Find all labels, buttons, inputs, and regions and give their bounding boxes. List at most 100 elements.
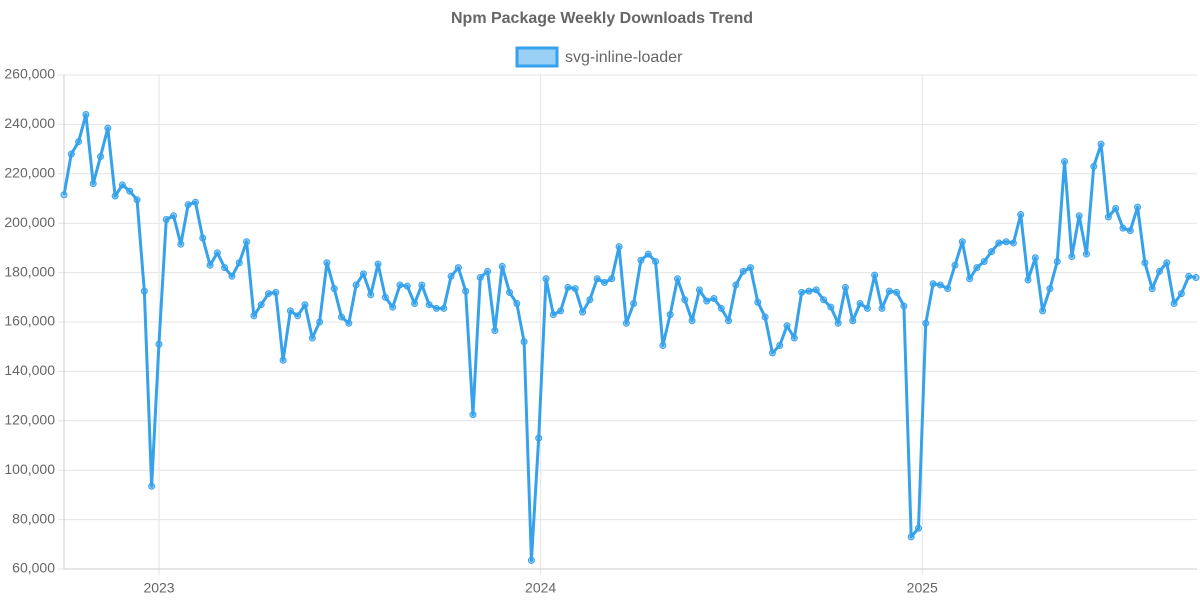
data-point xyxy=(549,311,557,319)
data-point xyxy=(1097,140,1105,148)
data-point xyxy=(783,322,791,330)
data-point xyxy=(1024,276,1032,284)
y-tick-label: 160,000 xyxy=(4,313,55,329)
data-point xyxy=(199,234,207,242)
data-point xyxy=(1039,307,1047,315)
data-point xyxy=(462,287,470,295)
data-point xyxy=(359,270,367,278)
data-point xyxy=(403,282,411,290)
chart-title: Npm Package Weekly Downloads Trend xyxy=(451,10,753,27)
data-point xyxy=(272,288,280,296)
data-point xyxy=(1068,253,1076,261)
data-point xyxy=(1185,272,1193,280)
data-point xyxy=(1104,213,1112,221)
data-point xyxy=(1119,224,1127,232)
data-point xyxy=(673,275,681,283)
data-point xyxy=(914,524,922,532)
data-point xyxy=(863,304,871,312)
data-point xyxy=(213,249,221,257)
data-point xyxy=(469,411,477,419)
y-tick-label: 60,000 xyxy=(12,560,55,576)
data-point xyxy=(593,275,601,283)
data-point xyxy=(1155,267,1163,275)
data-point xyxy=(900,302,908,310)
data-point xyxy=(513,299,521,307)
data-point xyxy=(184,201,192,209)
data-point xyxy=(681,296,689,304)
data-point xyxy=(279,356,287,364)
data-point xyxy=(447,272,455,280)
data-point xyxy=(600,278,608,286)
data-point xyxy=(849,317,857,325)
data-point xyxy=(695,286,703,294)
data-point xyxy=(418,281,426,289)
data-point xyxy=(615,243,623,251)
data-point xyxy=(841,283,849,291)
data-point xyxy=(345,319,353,327)
data-point xyxy=(958,238,966,246)
data-point xyxy=(586,296,594,304)
data-point xyxy=(104,124,112,132)
data-point xyxy=(812,286,820,294)
data-point xyxy=(301,301,309,309)
legend-swatch[interactable] xyxy=(515,46,559,68)
y-tick-label: 100,000 xyxy=(4,461,55,477)
data-point xyxy=(82,111,90,119)
data-point xyxy=(688,317,696,325)
data-point xyxy=(75,138,83,146)
data-point xyxy=(454,264,462,272)
y-tick-label: 240,000 xyxy=(4,115,55,131)
data-point xyxy=(893,288,901,296)
data-point xyxy=(520,338,528,346)
data-point xyxy=(374,260,382,268)
data-point xyxy=(988,248,996,256)
data-point xyxy=(666,311,674,319)
y-tick-label: 260,000 xyxy=(4,66,55,82)
x-tick-label: 2023 xyxy=(143,580,174,596)
y-tick-label: 80,000 xyxy=(12,510,55,526)
data-point xyxy=(67,150,75,158)
data-point xyxy=(1192,274,1200,282)
data-point xyxy=(805,287,813,295)
data-point xyxy=(396,281,404,289)
data-point xyxy=(557,307,565,315)
data-point xyxy=(1031,254,1039,262)
data-point xyxy=(878,304,886,312)
legend-label[interactable]: svg-inline-loader xyxy=(565,49,683,66)
data-point xyxy=(1075,212,1083,220)
data-point xyxy=(1112,204,1120,212)
data-point xyxy=(527,556,535,564)
data-point xyxy=(710,295,718,303)
data-point xyxy=(308,334,316,342)
data-point xyxy=(630,299,638,307)
data-point xyxy=(89,180,97,188)
data-point xyxy=(148,482,156,490)
y-tick-label: 220,000 xyxy=(4,165,55,181)
data-point xyxy=(644,250,652,258)
data-point xyxy=(330,285,338,293)
data-point xyxy=(177,240,185,248)
data-point xyxy=(170,212,178,220)
data-point xyxy=(1009,239,1017,247)
data-point xyxy=(535,434,543,442)
data-point xyxy=(243,238,251,246)
data-point xyxy=(827,303,835,311)
data-point xyxy=(1134,203,1142,211)
data-point xyxy=(622,319,630,327)
data-point xyxy=(425,301,433,309)
data-point xyxy=(951,261,959,269)
data-line xyxy=(62,113,1197,562)
data-point xyxy=(922,319,930,327)
data-point xyxy=(1017,211,1025,219)
data-point xyxy=(608,275,616,283)
data-point xyxy=(856,299,864,307)
data-point xyxy=(732,281,740,289)
data-point xyxy=(776,341,784,349)
data-point xyxy=(980,257,988,265)
data-point xyxy=(579,308,587,316)
data-point xyxy=(235,259,243,267)
data-point xyxy=(1053,257,1061,265)
data-point xyxy=(323,259,331,267)
data-point xyxy=(871,271,879,279)
